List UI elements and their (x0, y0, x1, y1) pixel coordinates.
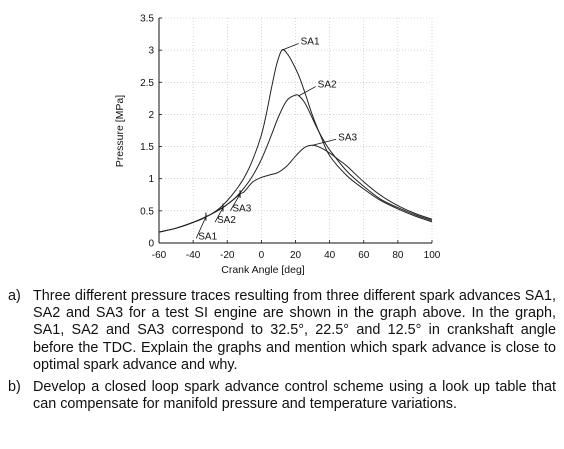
y-tick-label: 3 (148, 46, 154, 57)
annotation-label: SA2 (217, 215, 236, 226)
question-list: a) Three different pressure traces resul… (8, 288, 556, 418)
y-tick-label: 1 (148, 174, 154, 185)
y-axis-label: Pressure [MPa] (114, 95, 126, 167)
annotation-leader (281, 43, 299, 51)
y-tick-label: 0 (148, 239, 154, 250)
question-marker: a) (8, 288, 21, 304)
question-b: b) Develop a closed loop spark advance c… (8, 379, 556, 413)
x-tick-label: 0 (259, 250, 265, 261)
annotation-leader (298, 86, 316, 97)
pressure-crank-angle-chart: -60 -40 -20 0 20 40 60 80 100 0 0.5 1 1.5 2 2.5 3 3.5 SA… (114, 14, 441, 277)
annotation-label: SA3 (338, 132, 357, 143)
annotation-label: SA2 (318, 80, 337, 91)
x-tick-label: 80 (392, 250, 404, 261)
chart-tick-labels: -60 -40 -20 0 20 40 60 80 100 0 0.5 1 1.5 2 2.5 3 3.5 (140, 14, 441, 262)
y-tick-label: 0.5 (140, 206, 154, 217)
question-marker: b) (8, 379, 21, 396)
annotation-leader (230, 193, 241, 211)
y-tick-label: 3.5 (140, 14, 154, 25)
series-line-sa3 (158, 144, 433, 233)
x-tick-label: -60 (152, 250, 167, 261)
x-tick-label: 60 (358, 250, 370, 261)
question-text: Develop a closed loop spark advance cont… (33, 379, 556, 413)
annotation-leader (195, 216, 207, 239)
x-tick-label: 40 (324, 250, 336, 261)
chart-series (158, 49, 433, 233)
y-tick-label: 2 (148, 110, 154, 121)
x-axis-label: Crank Angle [deg] (221, 264, 305, 276)
y-tick-label: 2.5 (140, 78, 154, 89)
annotation-leader (214, 207, 224, 223)
question-text: Three different pressure traces resultin… (33, 288, 556, 373)
question-a: a) Three different pressure traces resul… (8, 288, 556, 374)
annotation-label: SA1 (198, 231, 217, 242)
annotation-leader (312, 138, 337, 146)
chart-grid (159, 17, 433, 243)
y-tick-label: 1.5 (140, 142, 154, 153)
annotation-label: SA1 (301, 37, 320, 48)
x-tick-label: 20 (290, 250, 302, 261)
chart-axes (158, 17, 433, 244)
x-tick-label: -20 (220, 250, 235, 261)
series-line-sa2 (158, 94, 433, 233)
x-tick-label: 100 (424, 250, 441, 261)
x-tick-label: -40 (186, 250, 201, 261)
annotation-label: SA3 (232, 204, 251, 215)
